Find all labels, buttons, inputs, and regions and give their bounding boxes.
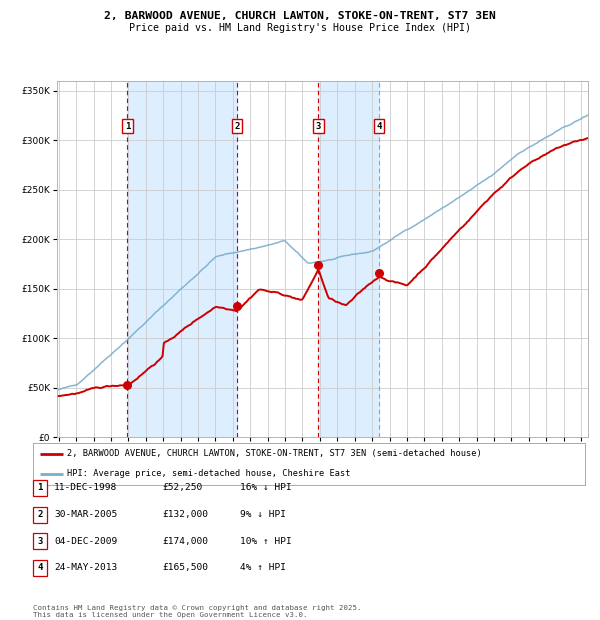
Text: 1: 1 [38, 484, 43, 492]
Text: 4: 4 [376, 122, 382, 131]
Bar [127, 81, 237, 437]
Text: 1: 1 [125, 122, 130, 131]
Text: 24-MAY-2013: 24-MAY-2013 [54, 564, 117, 572]
Text: 2: 2 [38, 510, 43, 519]
Text: £52,250: £52,250 [162, 484, 202, 492]
Text: 4: 4 [38, 564, 43, 572]
Text: 10% ↑ HPI: 10% ↑ HPI [240, 537, 292, 546]
Text: 16% ↓ HPI: 16% ↓ HPI [240, 484, 292, 492]
Text: 2, BARWOOD AVENUE, CHURCH LAWTON, STOKE-ON-TRENT, ST7 3EN: 2, BARWOOD AVENUE, CHURCH LAWTON, STOKE-… [104, 11, 496, 20]
Text: 3: 3 [38, 537, 43, 546]
Text: £174,000: £174,000 [162, 537, 208, 546]
Text: Price paid vs. HM Land Registry's House Price Index (HPI): Price paid vs. HM Land Registry's House … [129, 23, 471, 33]
Text: 2: 2 [235, 122, 240, 131]
Text: £165,500: £165,500 [162, 564, 208, 572]
Text: 2, BARWOOD AVENUE, CHURCH LAWTON, STOKE-ON-TRENT, ST7 3EN (semi-detached house): 2, BARWOOD AVENUE, CHURCH LAWTON, STOKE-… [67, 449, 482, 458]
Bar [319, 81, 379, 437]
Text: 04-DEC-2009: 04-DEC-2009 [54, 537, 117, 546]
Text: 30-MAR-2005: 30-MAR-2005 [54, 510, 117, 519]
Text: 3: 3 [316, 122, 321, 131]
Text: 9% ↓ HPI: 9% ↓ HPI [240, 510, 286, 519]
Text: HPI: Average price, semi-detached house, Cheshire East: HPI: Average price, semi-detached house,… [67, 469, 351, 479]
Text: 4% ↑ HPI: 4% ↑ HPI [240, 564, 286, 572]
Text: 11-DEC-1998: 11-DEC-1998 [54, 484, 117, 492]
Text: Contains HM Land Registry data © Crown copyright and database right 2025.
This d: Contains HM Land Registry data © Crown c… [33, 605, 361, 618]
Text: £132,000: £132,000 [162, 510, 208, 519]
